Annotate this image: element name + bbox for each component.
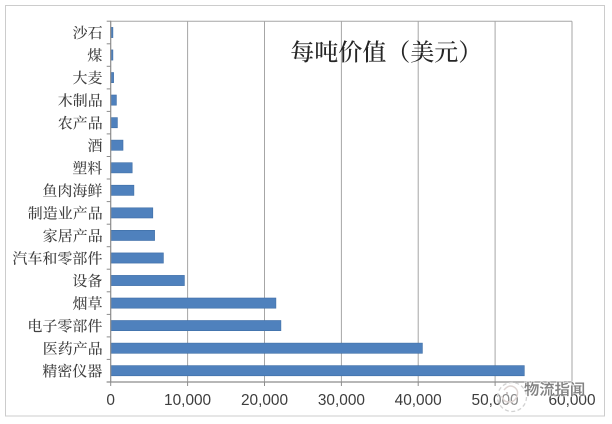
svg-text:0: 0 <box>106 392 115 409</box>
svg-text:40,000: 40,000 <box>395 392 442 409</box>
svg-text:10,000: 10,000 <box>164 392 211 409</box>
svg-text:50,000: 50,000 <box>472 392 519 409</box>
svg-text:20,000: 20,000 <box>241 392 288 409</box>
svg-text:30,000: 30,000 <box>318 392 365 409</box>
